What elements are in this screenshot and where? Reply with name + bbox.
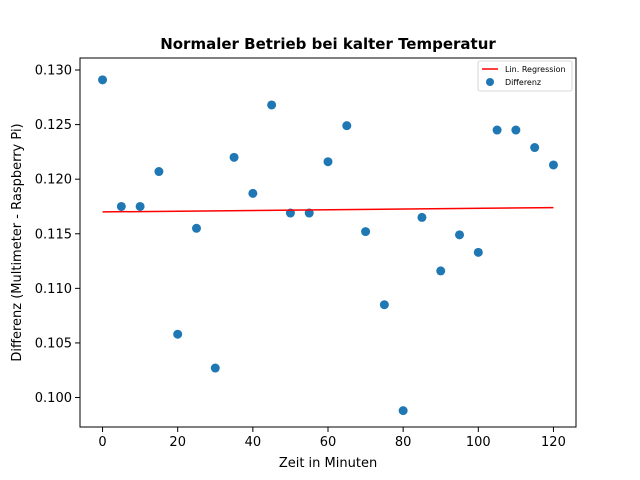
legend-scatter-marker [486,78,494,86]
data-point [548,160,558,170]
data-point [342,121,352,131]
data-point [492,125,502,135]
x-tick-label: 20 [169,435,186,450]
legend-label-differenz: Differenz [505,78,541,87]
y-tick-label: 0.105 [35,336,72,351]
x-tick-label: 80 [395,435,412,450]
x-tick-label: 60 [320,435,337,450]
y-tick-label: 0.100 [35,391,72,406]
y-tick-label: 0.110 [35,282,72,297]
plot-area: 0 20 40 60 80 100 120 0.100 0.105 0.110 0.115 0.120… [35,64,566,450]
data-point [304,208,314,218]
legend-label-regression: Lin. Regression [505,65,566,74]
data-point [473,247,483,257]
data-point [398,406,408,416]
y-tick-label: 0.115 [35,227,72,242]
legend: Lin. Regression Differenz [477,60,573,92]
data-point [210,363,220,373]
data-point [361,227,371,237]
data-point [229,152,239,162]
y-tick-label: 0.125 [35,118,72,133]
y-axis-label: Differenz (Multimeter - Raspberry Pi) [10,123,25,361]
data-point [98,75,108,85]
data-point [135,201,145,211]
x-tick-label: 0 [98,435,106,450]
data-point [173,329,183,339]
data-point [323,157,333,167]
data-point [248,188,258,198]
data-point [530,143,540,153]
data-point [436,266,446,276]
data-point [379,300,389,310]
data-point [455,230,465,240]
x-tick-label: 40 [245,435,262,450]
data-point [116,201,126,211]
y-tick-label: 0.130 [35,64,72,79]
y-tick-label: 0.120 [35,173,72,188]
x-tick-label: 100 [466,435,491,450]
legend-frame [477,60,573,92]
axes-frame [79,57,577,428]
data-point [417,212,427,222]
x-tick-label: 120 [541,435,566,450]
data-point [154,167,164,177]
data-point [511,125,521,135]
regression-line [102,206,554,213]
x-axis-label: Zeit in Minuten [279,456,377,471]
data-point [267,100,277,110]
chart-title: Normaler Betrieb bei kalter Temperatur [160,35,496,53]
data-point [191,223,201,233]
